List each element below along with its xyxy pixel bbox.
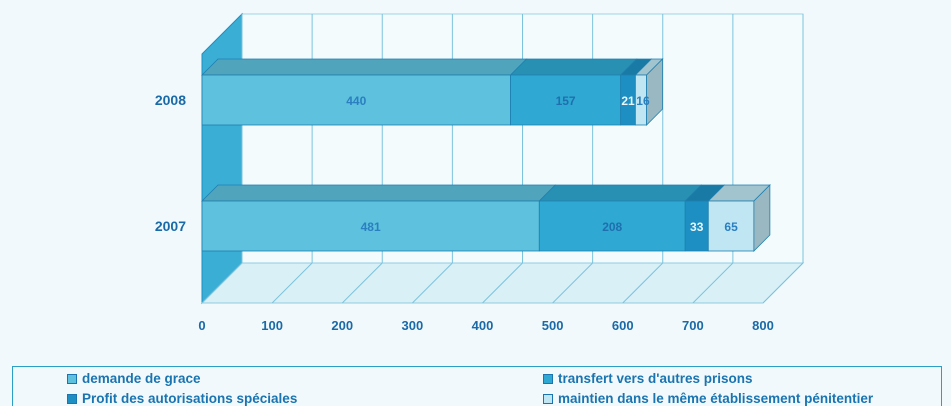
legend-item-profit: Profit des autorisations spéciales (67, 391, 297, 406)
x-tick-label: 400 (472, 318, 494, 333)
legend-item-demande: demande de grace (67, 371, 201, 386)
x-tick-label: 800 (752, 318, 774, 333)
data-label: 21 (621, 94, 635, 108)
data-label: 208 (602, 220, 622, 234)
data-label: 16 (636, 94, 650, 108)
bar-end-face (646, 58, 663, 126)
gridline-floor (201, 262, 243, 304)
bars (201, 58, 771, 252)
data-label: 65 (724, 220, 738, 234)
bar-top-face (509, 58, 638, 76)
legend-item-maintien: maintien dans le même établissement péni… (543, 391, 873, 406)
legend-swatch-transfert (543, 373, 553, 384)
legend-label-demande: demande de grace (82, 371, 201, 386)
legend: demande de grace Profit des autorisation… (12, 366, 942, 406)
legend-label-profit: Profit des autorisations spéciales (82, 391, 298, 406)
x-axis-ticks: 0 100 200 300 400 500 600 700 800 (198, 318, 773, 333)
gridline-floor (622, 262, 664, 304)
bar-top-face (201, 184, 557, 202)
data-labels: 440 157 21 16 481 208 33 65 (346, 94, 738, 234)
x-tick-label: 600 (612, 318, 634, 333)
side-wall (201, 12, 243, 305)
bar-segment (707, 200, 755, 252)
data-label: 33 (690, 220, 704, 234)
gridline-floor (762, 262, 804, 304)
category-labels: 2008 2007 (155, 92, 186, 234)
legend-label-maintien: maintien dans le même établissement péni… (558, 391, 874, 406)
bar-segment (201, 200, 540, 252)
legend-label-transfert: transfert vers d'autres prisons (558, 371, 753, 386)
gridline-floor (412, 262, 453, 304)
x-tick-label: 300 (402, 318, 424, 333)
gridline-floor (341, 262, 383, 304)
x-tick-label: 100 (261, 318, 283, 333)
category-label: 2008 (155, 92, 186, 108)
legend-swatch-demande (67, 373, 77, 384)
gridline-floor (692, 262, 734, 304)
legend-item-transfert: transfert vers d'autres prisons (543, 371, 753, 386)
x-tick-label: 500 (542, 318, 564, 333)
x-tick-label: 0 (198, 318, 205, 333)
x-tick-label: 700 (682, 318, 704, 333)
gridline-floor (271, 262, 313, 304)
category-label: 2007 (155, 218, 186, 234)
data-label: 481 (361, 220, 381, 234)
bar-end-face (753, 184, 771, 252)
data-label: 157 (556, 94, 576, 108)
bar-segment (510, 74, 622, 126)
legend-swatch-maintien (543, 393, 553, 404)
chart-walls (200, 12, 805, 305)
bar-top-face (538, 184, 703, 202)
data-label: 440 (346, 94, 366, 108)
gridline-floor (552, 262, 593, 304)
x-tick-label: 200 (331, 318, 353, 333)
gridline-floor (482, 262, 523, 304)
legend-swatch-profit (67, 393, 77, 404)
bar-top-face (201, 58, 528, 76)
